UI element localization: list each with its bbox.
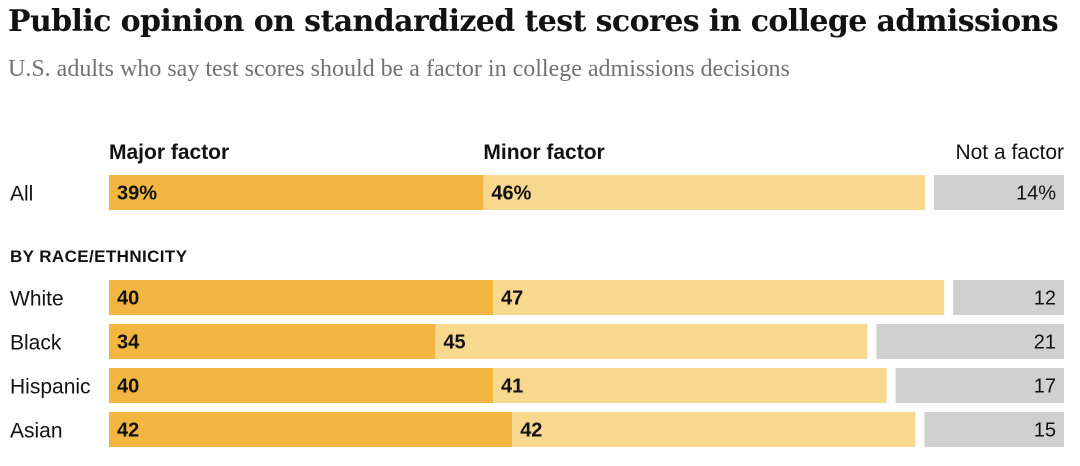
bar-row-all: All 39% 46% 14% [10, 175, 1064, 210]
section-label-race-ethnicity: BY RACE/ETHNICITY [10, 247, 188, 266]
bar-not-asian [924, 412, 1064, 447]
value-major-white: 40 [117, 288, 139, 310]
legend-not: Not a factor [955, 141, 1064, 164]
bar-minor-asian [512, 412, 916, 447]
chart-title: Public opinion on standardized test scor… [8, 4, 1059, 39]
bar-row-white: White 40 47 12 [10, 280, 1064, 315]
value-major-asian: 42 [117, 420, 139, 442]
bar-major-hispanic [109, 368, 493, 403]
value-major-hispanic: 40 [117, 376, 139, 398]
value-minor-hispanic: 41 [501, 376, 523, 398]
bar-row-asian: Asian 42 42 15 [10, 412, 1064, 447]
bar-major-white [109, 280, 493, 315]
bar-row-black: Black 34 45 21 [10, 324, 1064, 359]
value-minor-black: 45 [443, 332, 465, 354]
bar-minor-hispanic [493, 368, 887, 403]
value-not-black: 21 [1034, 332, 1056, 354]
value-not-hispanic: 17 [1034, 376, 1056, 398]
value-major-all: 39% [117, 183, 157, 205]
bar-not-hispanic [895, 368, 1064, 403]
bar-major-asian [109, 412, 513, 447]
bar-row-hispanic: Hispanic 40 41 17 [10, 368, 1064, 403]
value-minor-all: 46% [491, 183, 531, 205]
value-minor-white: 47 [501, 288, 523, 310]
value-not-all: 14% [1016, 183, 1056, 205]
bar-major-black [109, 324, 436, 359]
value-major-black: 34 [117, 332, 140, 354]
row-label-black: Black [10, 332, 62, 355]
bar-not-white [953, 280, 1064, 315]
legend-minor: Minor factor [483, 141, 604, 164]
bar-minor-black [435, 324, 868, 359]
bar-minor-white [493, 280, 945, 315]
chart-subtitle: U.S. adults who say test scores should b… [8, 56, 790, 82]
value-not-white: 12 [1034, 288, 1056, 310]
row-label-all: All [10, 183, 33, 206]
value-not-asian: 15 [1034, 420, 1056, 442]
row-label-white: White [10, 288, 64, 311]
value-minor-asian: 42 [520, 420, 542, 442]
legend-major: Major factor [109, 141, 229, 164]
bar-major-all [109, 175, 484, 210]
bar-not-black [876, 324, 1064, 359]
row-label-hispanic: Hispanic [10, 376, 91, 399]
bar-minor-all [483, 175, 925, 210]
row-label-asian: Asian [10, 420, 63, 443]
bar-not-all [934, 175, 1064, 210]
